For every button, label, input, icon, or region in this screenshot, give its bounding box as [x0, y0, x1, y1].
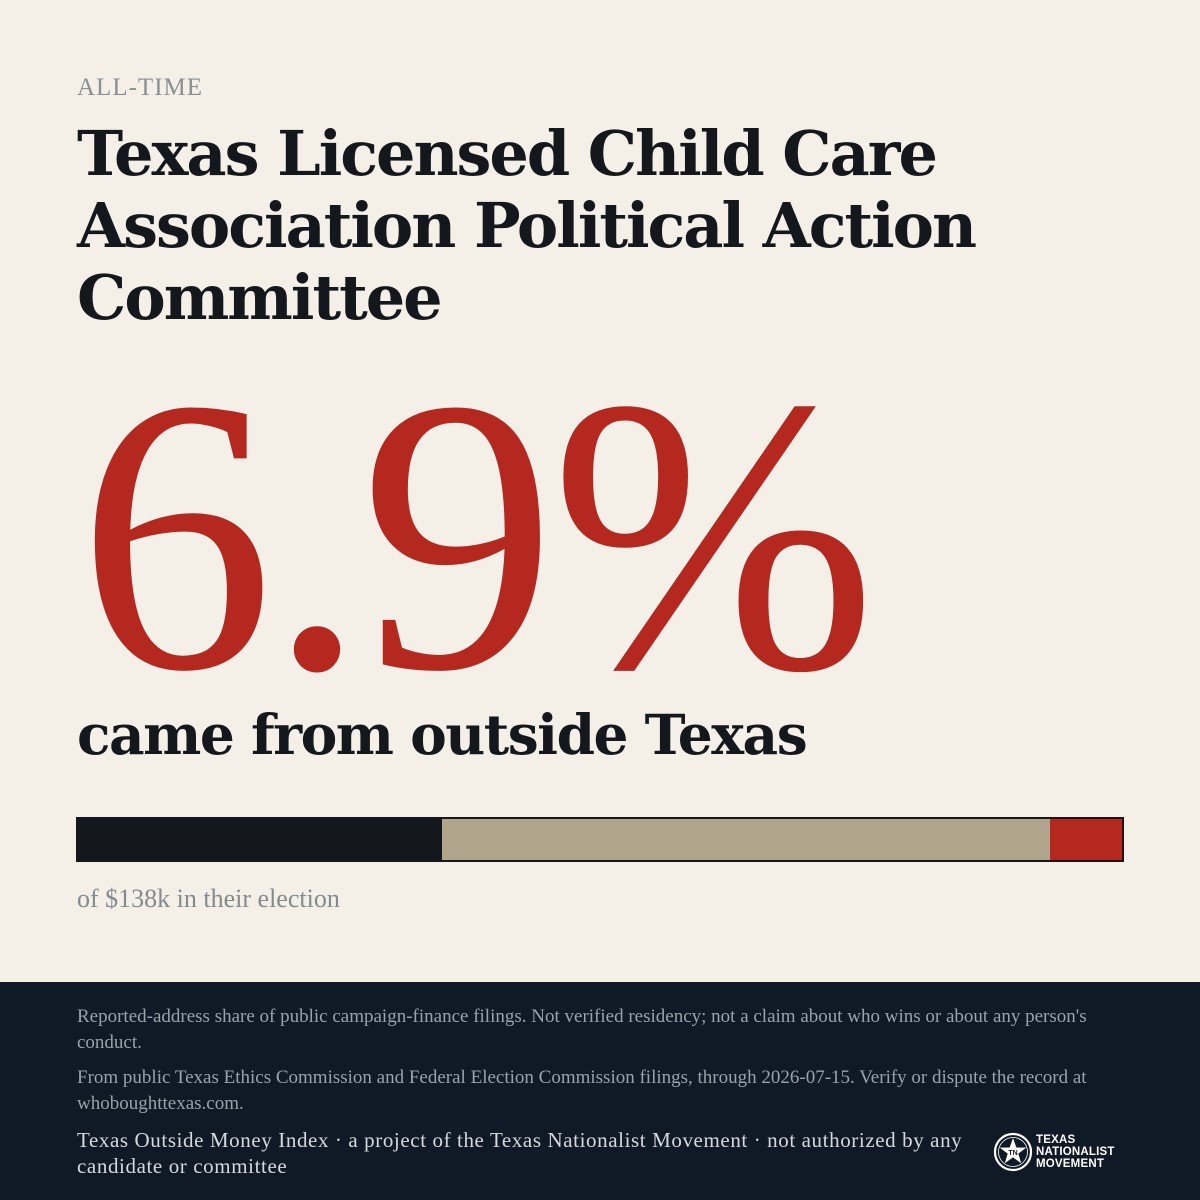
bar-caption: of $138k in their election [77, 884, 340, 913]
logo-wordmark: TEXAS NATIONALIST MOVEMENT [1036, 1134, 1115, 1170]
star-seal-icon: TN [993, 1132, 1033, 1172]
logo-line-2: NATIONALIST [1036, 1146, 1115, 1158]
headline-percentage: 6.9% [78, 318, 877, 752]
logo-line-3: MOVEMENT [1036, 1158, 1105, 1170]
logo-line-1: TEXAS [1036, 1134, 1076, 1146]
tnm-logo: TN TEXAS NATIONALIST MOVEMENT [993, 1132, 1123, 1172]
eyebrow-label: ALL-TIME [77, 74, 204, 101]
share-bar [76, 817, 1124, 862]
headline-caption: came from outside Texas [77, 702, 808, 767]
footer-credit: Texas Outside Money Index · a project of… [77, 1128, 963, 1178]
svg-text:TN: TN [1008, 1150, 1017, 1157]
footer-note-disclaimer: Reported-address share of public campaig… [77, 1006, 1087, 1053]
bar-segment-outside-texas [1049, 819, 1122, 860]
bar-segment-segment-1 [78, 819, 443, 860]
bar-segment-segment-2 [442, 819, 1050, 860]
footer-note-source: From public Texas Ethics Commission and … [77, 1067, 1087, 1114]
page-title: Texas Licensed Child Care Association Po… [77, 117, 977, 334]
